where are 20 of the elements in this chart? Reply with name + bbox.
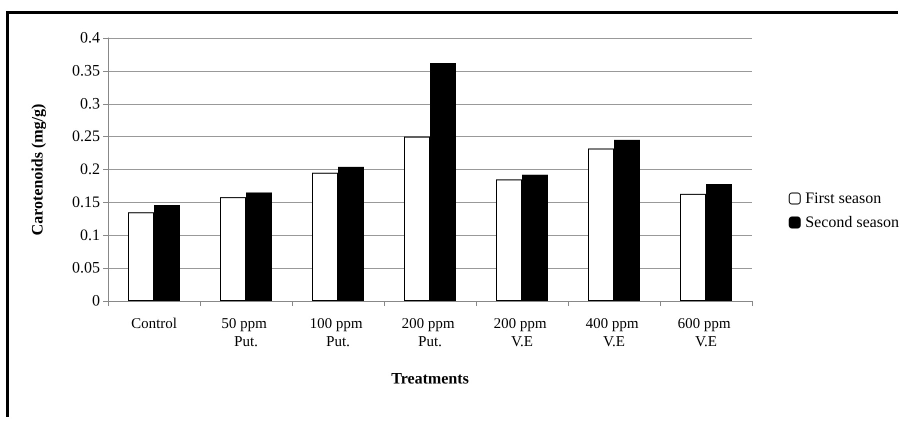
x-axis-title: Treatments <box>391 370 469 388</box>
legend-label: Second season <box>805 214 900 231</box>
y-tick-label: 0.05 <box>72 260 100 277</box>
y-tick-label: 0.3 <box>80 95 100 112</box>
legend-label: First season <box>805 190 882 207</box>
y-tick-label: 0.35 <box>72 62 100 80</box>
x-tick-label: 200 ppm V.E <box>494 316 550 350</box>
x-tick-label: 100 ppm Put. <box>310 316 366 350</box>
y-tick-label: 0.25 <box>72 128 100 146</box>
x-tick-label: Control <box>131 316 177 332</box>
x-tick-label: 200 ppm Put. <box>402 316 458 350</box>
y-axis-title: Carotenoids (mg/g) <box>30 104 46 236</box>
y-tick-label: 0.15 <box>72 194 100 211</box>
y-tick-label: 0.4 <box>80 30 100 46</box>
y-tick-label: 0 <box>92 292 100 310</box>
x-tick-label: 600 ppm V.E <box>678 316 734 350</box>
y-tick-label: 0.1 <box>80 226 100 244</box>
x-tick-label: 50 ppm Put. <box>221 316 271 350</box>
y-tick-label: 0.2 <box>80 161 100 178</box>
x-tick-label: 400 ppm V.E <box>586 316 642 350</box>
